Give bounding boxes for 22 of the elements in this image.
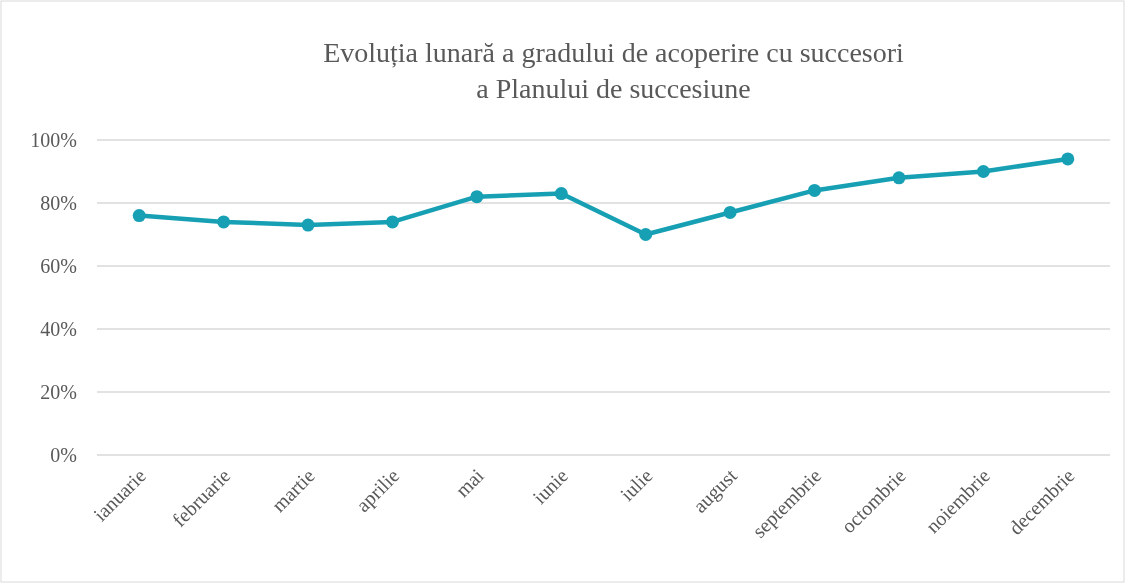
point (385, 215, 399, 229)
y-tick-label: 60% (40, 255, 77, 277)
point (892, 171, 906, 185)
point (976, 165, 990, 178)
point (301, 218, 315, 232)
x-tick-label: mai (450, 463, 489, 502)
x-tick-label: iulie (615, 464, 657, 505)
point (132, 209, 146, 223)
y-tick-label: 40% (40, 318, 77, 340)
point (1061, 152, 1075, 166)
point (808, 183, 822, 197)
x-tick-label: iunie (528, 464, 573, 509)
point (470, 190, 484, 204)
y-tick-label: 100% (30, 129, 77, 151)
point (723, 205, 737, 219)
y-tick-label: 80% (40, 192, 77, 214)
chart-title: Evoluția lunară a gradului de acoperire cu succesori a Planului de succesiune (323, 37, 905, 104)
y-tick-label: 20% (40, 381, 77, 403)
point (217, 215, 231, 229)
point (639, 228, 653, 241)
point (554, 187, 568, 201)
y-tick-label: 0% (50, 444, 77, 466)
